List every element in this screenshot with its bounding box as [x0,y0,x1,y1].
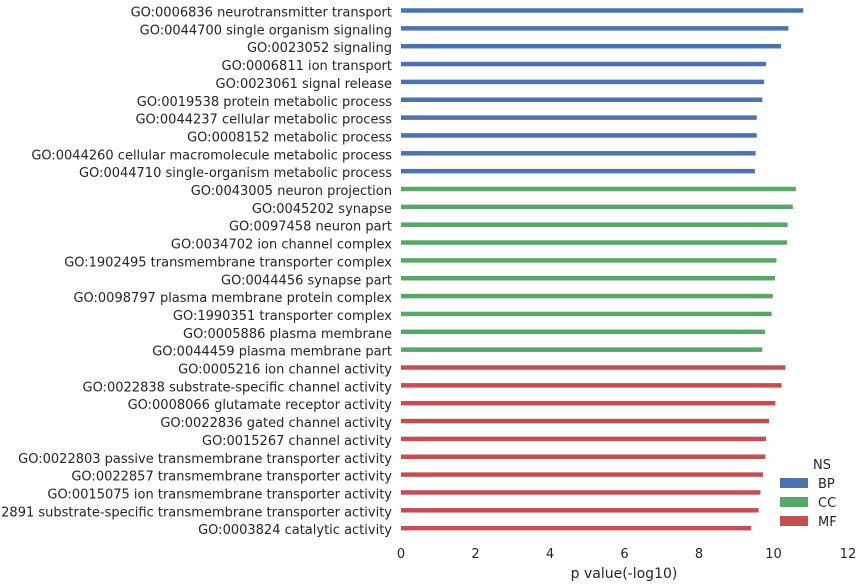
x-axis-ticks-layer: 0 2 4 6 8 10 12 [397,547,856,562]
category-label-16: GO:0098797 plasma membrane protein compl… [73,291,392,306]
bar-4 [401,79,765,85]
category-label-27: GO:0015075 ion transmembrane transporter… [47,487,392,502]
bar-8 [401,151,756,156]
bar-6 [401,115,757,120]
bar-15 [401,276,775,281]
bar-12 [401,222,788,227]
bar-17 [401,311,772,317]
category-label-15: GO:0044456 synapse part [221,273,392,288]
category-label-28: GO:0022891 substrate-specific transmembr… [0,505,392,520]
category-label-12: GO:0097458 neuron part [229,220,392,235]
bar-14 [401,258,777,263]
category-label-7: GO:0008152 metabolic process [187,130,392,145]
category-label-10: GO:0043005 neuron projection [191,184,392,199]
bar-20 [401,365,786,370]
category-label-24: GO:0015267 channel activity [202,434,392,449]
bar-2 [401,43,781,49]
x-tick-label-0: 0 [397,547,405,562]
category-label-8: GO:0044260 cellular macromolecule metabo… [31,148,392,163]
bar-28 [401,508,759,513]
legend-title: NS [813,458,831,473]
category-label-2: GO:0023052 signaling [247,41,392,56]
bar-19 [401,347,763,352]
bar-1 [401,26,789,31]
bars-layer [401,8,804,531]
bar-16 [401,293,773,299]
bar-13 [401,240,787,245]
category-label-11: GO:0045202 synapse [252,202,392,217]
bar-21 [401,383,782,388]
category-label-25: GO:0022803 passive transmembrane transpo… [18,452,392,467]
legend-label-cc: CC [818,496,836,511]
bar-10 [401,186,796,192]
legend: NS BP CC MF [780,458,837,530]
category-label-1: GO:0044700 single organism signaling [140,23,392,38]
x-tick-label-4: 8 [695,547,703,562]
x-tick-label-3: 6 [620,547,628,562]
x-tick-label-5: 10 [765,547,782,562]
bar-27 [401,490,761,495]
x-tick-label-2: 4 [546,547,554,562]
category-label-19: GO:0044459 plasma membrane part [152,345,392,360]
category-labels-layer: GO:0006836 neurotransmitter transport GO:… [0,6,392,539]
legend-label-bp: BP [818,477,835,492]
legend-swatch-mf [780,516,808,526]
legend-label-mf: MF [818,515,837,530]
legend-swatch-bp [780,478,808,488]
category-label-14: GO:1902495 transmembrane transporter com… [64,255,392,270]
bar-11 [401,204,793,210]
category-label-23: GO:0022836 gated channel activity [160,416,392,431]
bar-24 [401,436,767,442]
legend-swatch-cc [780,497,808,507]
bar-22 [401,400,776,406]
category-label-20: GO:0005216 ion channel activity [178,363,392,378]
category-label-3: GO:0006811 ion transport [222,59,393,74]
category-label-5: GO:0019538 protein metabolic process [137,95,392,110]
category-label-6: GO:0044237 cellular metabolic process [135,113,392,128]
bar-29 [401,525,752,531]
category-label-29: GO:0003824 catalytic activity [198,523,392,538]
bar-3 [401,61,767,67]
category-label-9: GO:0044710 single-organism metabolic pro… [79,166,392,181]
bar-23 [401,418,770,424]
bar-25 [401,454,766,459]
category-label-0: GO:0006836 neurotransmitter transport [131,6,392,21]
category-label-22: GO:0008066 glutamate receptor activity [128,398,393,413]
bar-7 [401,133,757,138]
category-label-21: GO:0022838 substrate-specific channel ac… [83,380,393,395]
bar-26 [401,472,764,477]
category-label-17: GO:1990351 transporter complex [173,309,392,324]
x-tick-label-6: 12 [840,547,857,562]
bar-0 [401,8,804,13]
bar-18 [401,329,765,335]
x-tick-label-1: 2 [471,547,479,562]
x-axis-label: p value(-log10) [571,566,678,582]
bar-9 [401,168,755,174]
category-label-13: GO:0034702 ion channel complex [171,238,392,253]
category-label-18: GO:0005886 plasma membrane [183,327,392,342]
bar-5 [401,97,763,102]
category-label-4: GO:0023061 signal release [216,77,392,92]
category-label-26: GO:0022857 transmembrane transporter act… [71,470,392,485]
